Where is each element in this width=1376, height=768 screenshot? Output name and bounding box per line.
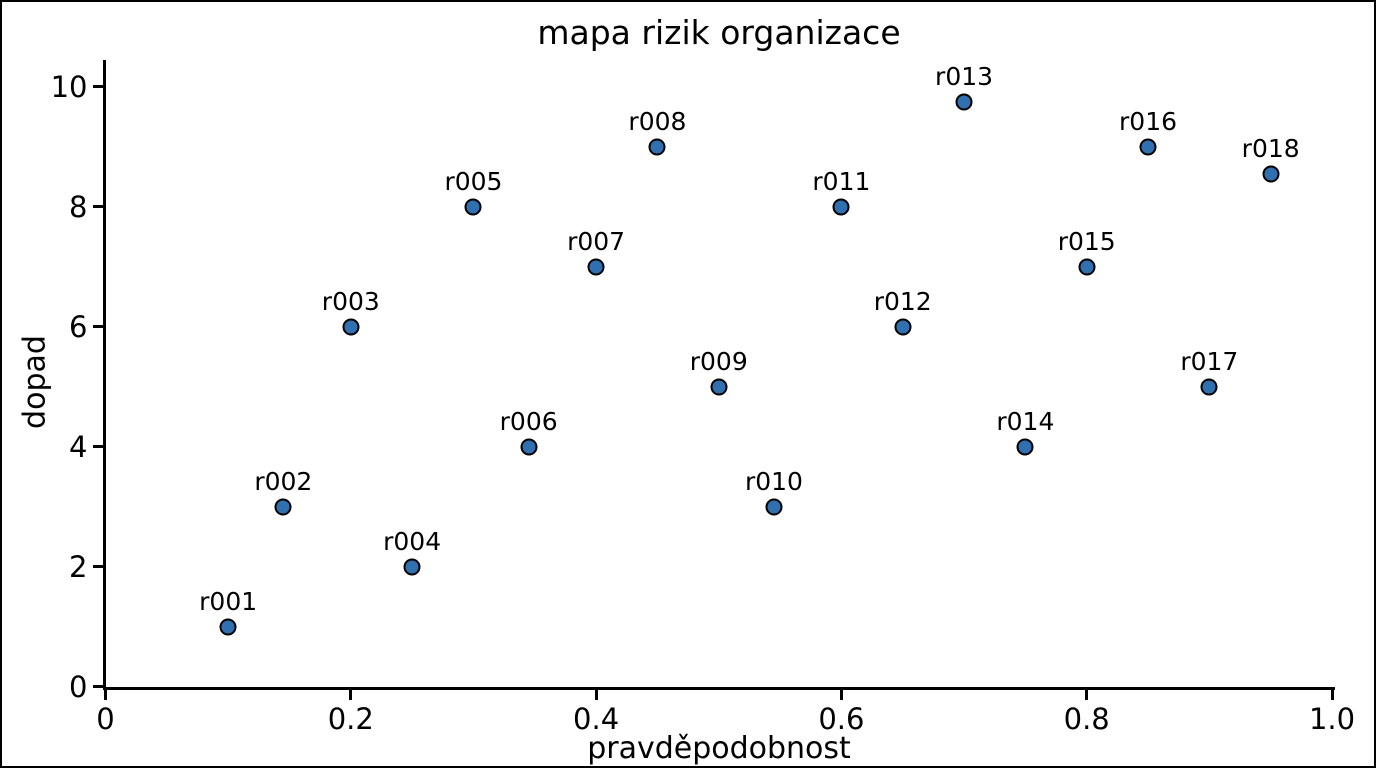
- x-tick-label: 0.6: [818, 701, 865, 736]
- x-tick-label: 0.8: [1063, 701, 1110, 736]
- y-tick-label: 8: [69, 189, 88, 224]
- point-label-r012: r012: [873, 286, 932, 316]
- x-axis-label: pravděpodobnost: [587, 731, 851, 766]
- point-label-r011: r011: [812, 166, 871, 196]
- point-label-r014: r014: [996, 406, 1055, 436]
- y-tick-label: 4: [69, 429, 88, 464]
- data-point-r002: [274, 498, 292, 515]
- x-tick-label: 0.4: [573, 701, 620, 736]
- x-tick-label: 0: [96, 701, 115, 736]
- point-label-r006: r006: [499, 406, 558, 436]
- y-tick: [92, 565, 103, 568]
- y-tick: [92, 445, 103, 448]
- data-point-r007: [587, 258, 605, 275]
- data-point-r011: [832, 198, 850, 215]
- point-label-r015: r015: [1057, 226, 1116, 256]
- data-point-r012: [894, 318, 912, 335]
- y-tick: [92, 85, 103, 88]
- point-label-r008: r008: [628, 106, 687, 136]
- y-axis-spine: [102, 59, 106, 690]
- y-tick-label: 2: [69, 549, 88, 584]
- data-point-r006: [520, 438, 538, 455]
- data-point-r009: [710, 378, 728, 395]
- data-point-r005: [464, 198, 482, 215]
- point-label-r009: r009: [689, 346, 748, 376]
- x-tick: [839, 689, 843, 700]
- point-label-r004: r004: [383, 526, 442, 556]
- data-point-r008: [648, 138, 666, 155]
- point-label-r010: r010: [744, 466, 803, 496]
- data-point-r016: [1139, 138, 1157, 155]
- x-axis-spine: [102, 686, 1335, 690]
- y-tick: [92, 325, 103, 328]
- point-label-r005: r005: [444, 166, 503, 196]
- data-point-r014: [1016, 438, 1034, 455]
- data-point-r015: [1078, 258, 1096, 275]
- point-label-r013: r013: [935, 61, 994, 91]
- x-tick: [594, 689, 598, 700]
- data-point-r003: [342, 318, 360, 335]
- x-tick: [104, 689, 107, 700]
- point-label-r016: r016: [1119, 106, 1178, 136]
- data-point-r018: [1262, 165, 1280, 182]
- point-label-r002: r002: [254, 466, 313, 496]
- chart-title: mapa rizik organizace: [537, 13, 901, 52]
- point-label-r003: r003: [321, 286, 380, 316]
- point-label-r007: r007: [567, 226, 626, 256]
- x-tick: [1085, 689, 1089, 700]
- data-point-r017: [1200, 378, 1218, 395]
- data-point-r004: [403, 558, 421, 575]
- data-point-r010: [765, 498, 783, 515]
- y-tick-label: 0: [69, 669, 88, 704]
- data-point-r001: [219, 618, 237, 635]
- y-tick: [92, 685, 103, 688]
- x-tick-label: 0.2: [327, 701, 374, 736]
- x-tick: [1330, 689, 1334, 700]
- x-tick: [349, 689, 353, 700]
- y-tick-label: 10: [50, 69, 88, 104]
- x-tick-label: 1.0: [1308, 701, 1356, 736]
- data-point-r013: [955, 93, 973, 110]
- y-axis-label: dopad: [17, 335, 53, 429]
- y-tick: [92, 205, 103, 208]
- point-label-r018: r018: [1241, 133, 1300, 163]
- point-label-r017: r017: [1180, 346, 1239, 376]
- point-label-r001: r001: [199, 586, 258, 616]
- y-tick-label: 6: [69, 309, 88, 344]
